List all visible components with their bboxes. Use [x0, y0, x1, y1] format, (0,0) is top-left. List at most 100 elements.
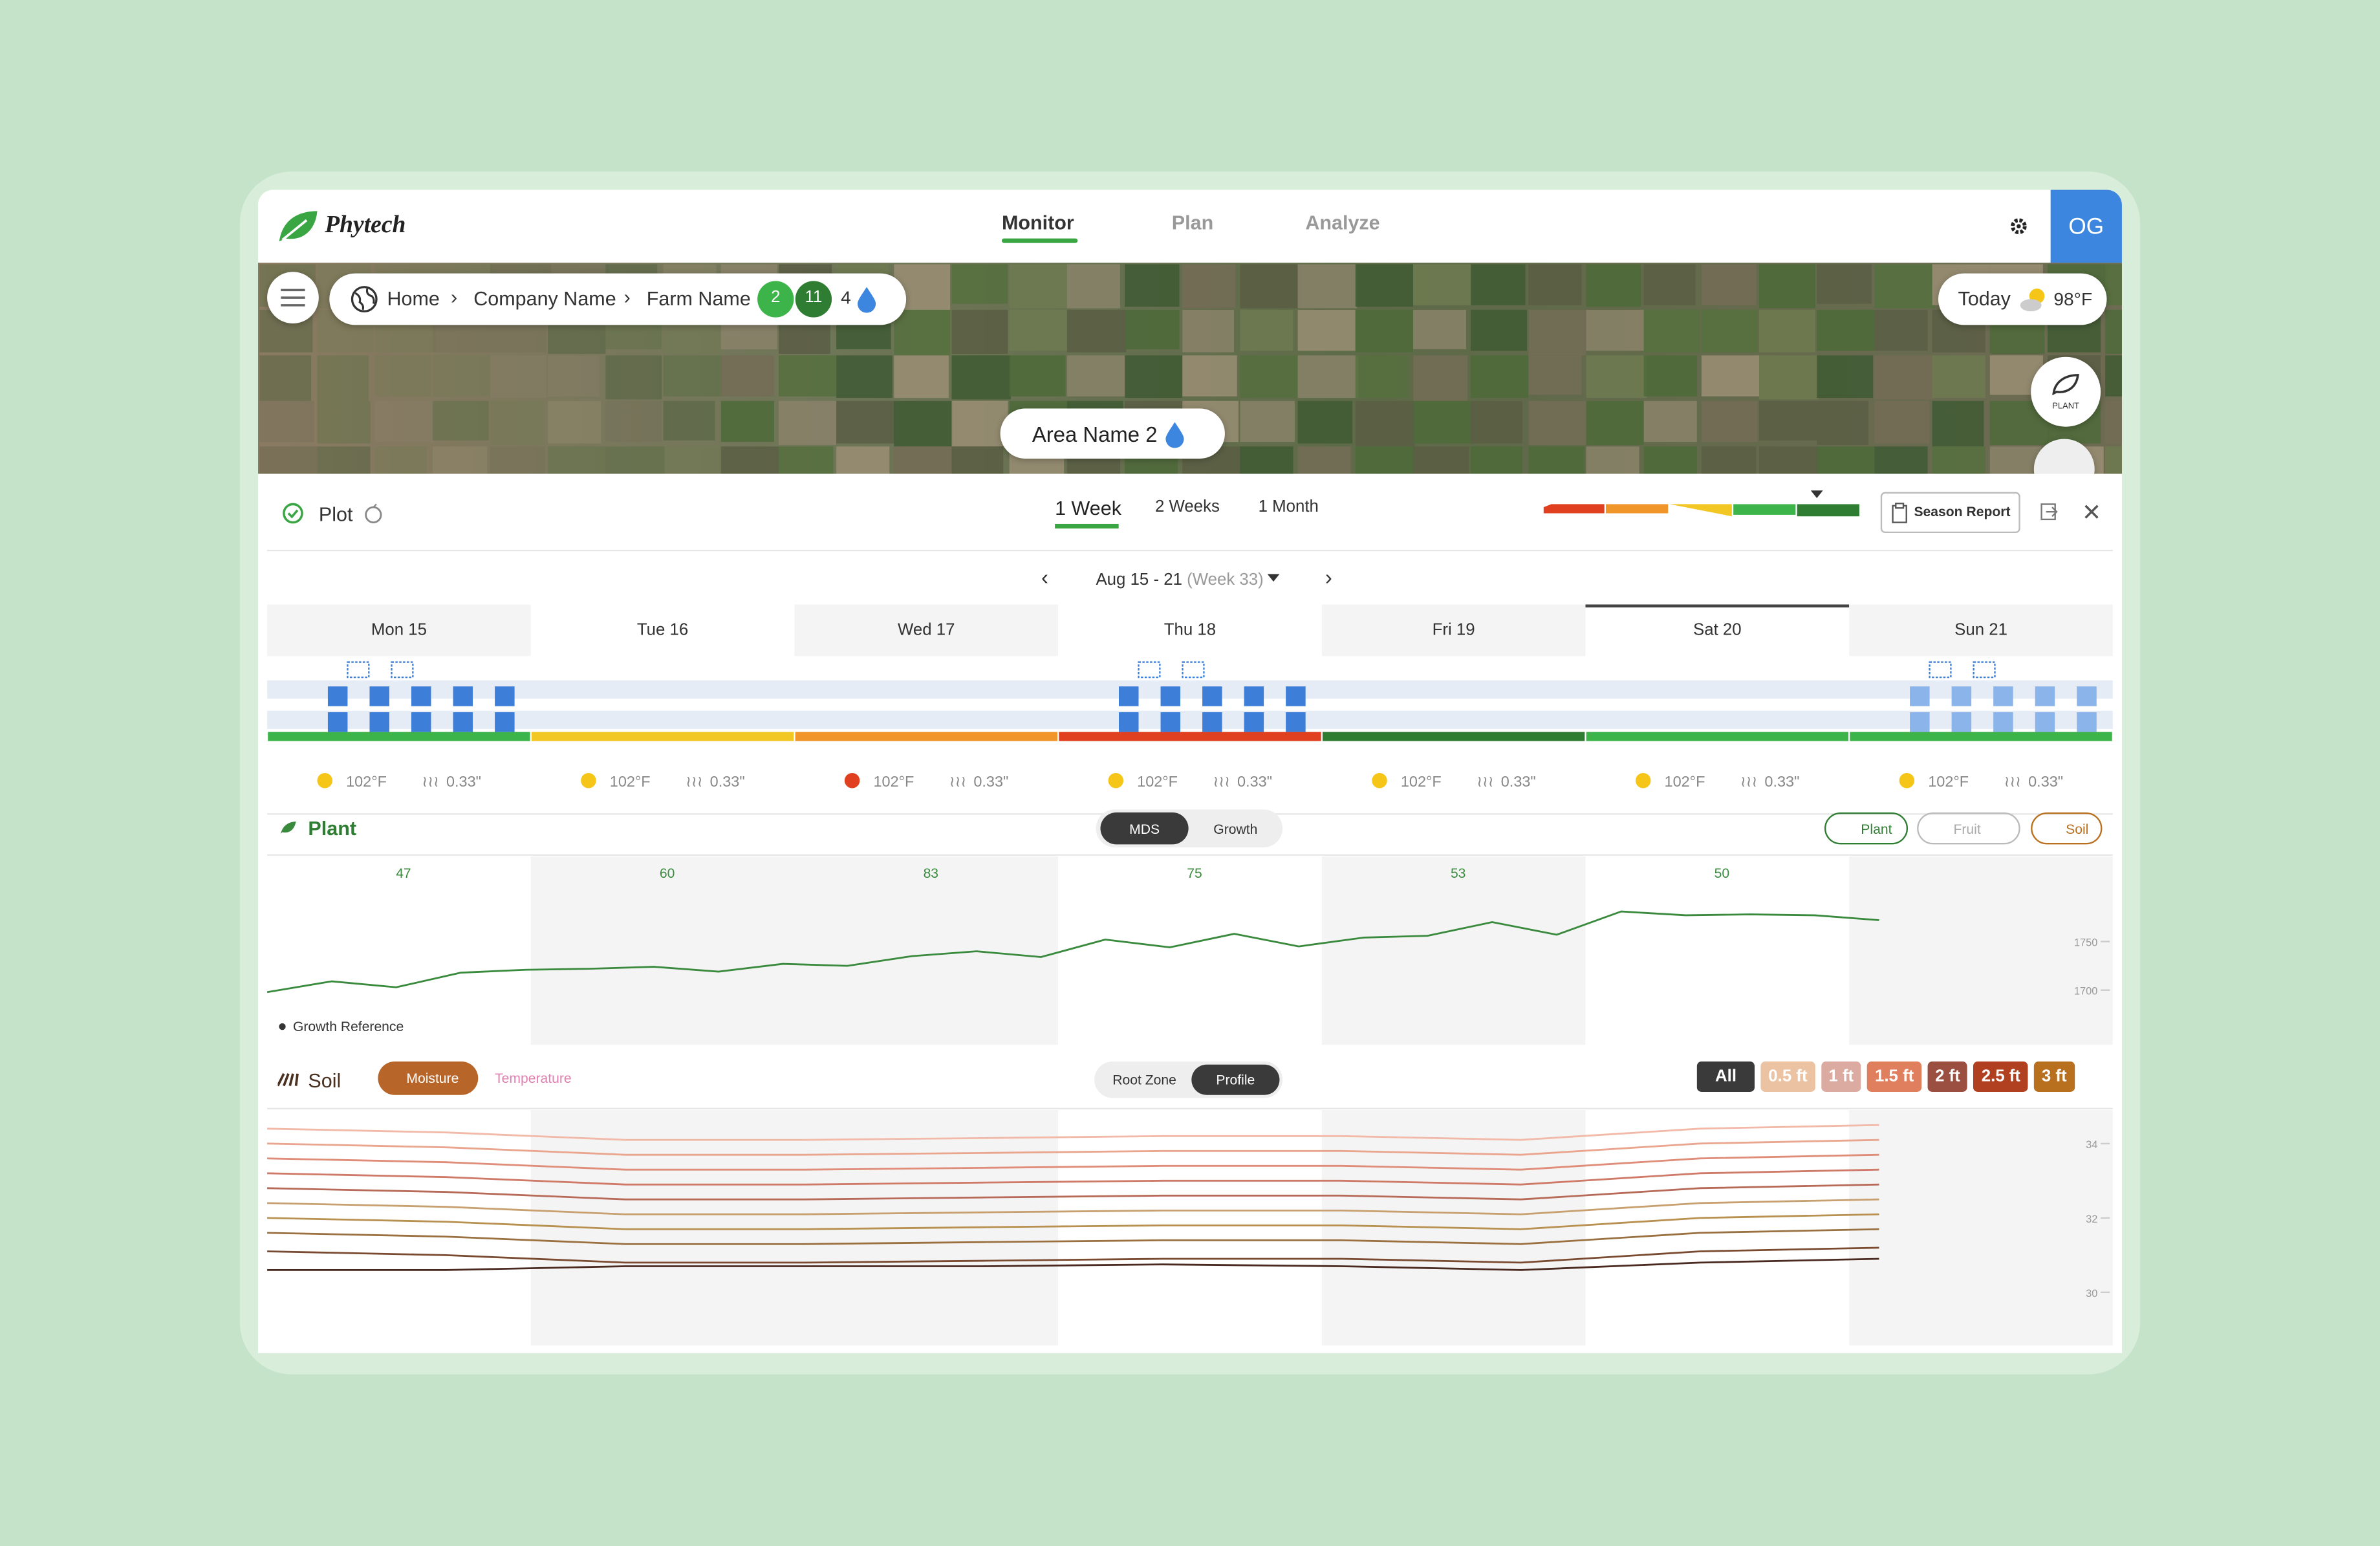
- user-avatar[interactable]: [2050, 190, 2122, 263]
- irrigation-block: [1244, 712, 1264, 732]
- data-line: [267, 1257, 1879, 1271]
- season-report-button[interactable]: [1880, 492, 2020, 534]
- day-temp: 102°F: [1665, 773, 1705, 790]
- irrigation-block: [1286, 712, 1306, 732]
- filter-label: Fruit: [1953, 822, 1981, 837]
- range-tab[interactable]: 1 Week: [1055, 496, 1121, 519]
- day-rain: 0.33": [1501, 773, 1536, 790]
- badge[interactable]: [757, 281, 794, 318]
- toggle-option[interactable]: MDS: [1129, 822, 1160, 837]
- depth-chip[interactable]: 2 ft: [1927, 1062, 1968, 1092]
- depth-chip[interactable]: All: [1696, 1062, 1755, 1092]
- map-field: [894, 309, 950, 356]
- mode-active[interactable]: [378, 1062, 479, 1095]
- nav-tab[interactable]: Plan: [1171, 211, 1214, 234]
- date-range[interactable]: Aug 15 - 21 (Week 33): [1096, 571, 1263, 589]
- next-week[interactable]: ›: [1325, 565, 1332, 589]
- day-label: Fri 19: [1433, 620, 1475, 638]
- irrigation-block: [1160, 686, 1181, 706]
- day-rain: 0.33": [973, 773, 1008, 790]
- map-field: [1586, 355, 1647, 398]
- irrigation-block: [411, 686, 431, 706]
- map-field: [951, 400, 1008, 446]
- toggle-active: [1191, 1064, 1280, 1095]
- filter-chip[interactable]: [1824, 812, 1909, 845]
- satellite-map[interactable]: [257, 263, 2122, 474]
- depth-chip[interactable]: 1 ft: [1821, 1062, 1861, 1092]
- day-label: Sun 21: [1954, 620, 2007, 638]
- toggle-option[interactable]: Growth: [1213, 822, 1258, 837]
- export-icon[interactable]: [2040, 503, 2058, 521]
- plant-layer-button[interactable]: PLANT: [2031, 356, 2101, 427]
- plant-col-bg: [1849, 856, 2113, 1045]
- irrigation-block: [453, 712, 473, 732]
- map-field: [432, 400, 488, 441]
- day-header-bg: [794, 604, 1059, 657]
- map-field: [1240, 446, 1293, 474]
- map-field: [1297, 264, 1357, 309]
- badge-text: 2: [771, 289, 781, 307]
- prev-week[interactable]: ‹: [1041, 565, 1048, 589]
- weather-icon: [317, 772, 332, 789]
- irrigation-block: [453, 686, 473, 706]
- menu-button[interactable]: [267, 272, 319, 324]
- irrigation-block: [2077, 686, 2097, 706]
- map-field: [1874, 264, 1935, 309]
- breadcrumb-item[interactable]: Home: [387, 287, 440, 310]
- irrigation-block: [1951, 712, 1972, 732]
- map-field: [1817, 355, 1874, 398]
- close-icon[interactable]: [2084, 504, 2099, 519]
- badge[interactable]: [795, 281, 832, 318]
- irrigation-block: [369, 712, 389, 732]
- map-field: [778, 446, 834, 474]
- depth-chip[interactable]: 1.5 ft: [1867, 1062, 1922, 1092]
- map-field: [2105, 446, 2122, 474]
- depth-chip[interactable]: 3 ft: [2034, 1062, 2075, 1092]
- range-tab[interactable]: 2 Weeks: [1154, 498, 1220, 517]
- toggle-option[interactable]: Profile: [1216, 1072, 1255, 1087]
- map-field: [1932, 400, 1984, 447]
- map-field: [1412, 264, 1473, 306]
- breadcrumb-item[interactable]: Farm Name: [646, 287, 751, 310]
- map-field: [548, 400, 602, 443]
- weather-icon: [844, 772, 860, 789]
- day-header-bg: [1849, 604, 2113, 657]
- weather-today[interactable]: Today 98°F: [1938, 273, 2107, 325]
- map-field: [548, 355, 600, 397]
- mode-label[interactable]: Temperature: [495, 1071, 572, 1086]
- filter-chip[interactable]: [2031, 812, 2103, 845]
- map-field: [1817, 309, 1876, 351]
- nav-tab[interactable]: Monitor: [1001, 211, 1074, 234]
- rain-icon: ≀≀≀: [2004, 773, 2021, 790]
- status-bar: [795, 732, 1057, 741]
- area-name-chip[interactable]: Area Name 2: [1000, 408, 1225, 459]
- day-header-bg: [530, 604, 795, 657]
- map-field: [1528, 446, 1586, 474]
- toggle-active: [1100, 812, 1189, 845]
- filter-chip[interactable]: [1917, 812, 2020, 845]
- soil-icon: [277, 1072, 299, 1087]
- menu-icon: [281, 289, 305, 307]
- toggle-option[interactable]: Root Zone: [1112, 1072, 1176, 1087]
- sprinkler-icon: [1973, 661, 1996, 679]
- irrigation-block: [411, 712, 431, 732]
- y-tick-label: 30: [2086, 1288, 2097, 1300]
- sprinkler-icon: [1138, 661, 1161, 679]
- irrigation-block: [1160, 712, 1181, 732]
- map-field: [836, 355, 892, 397]
- soil-col-bg: [530, 1110, 795, 1346]
- map-field: [1412, 309, 1467, 350]
- depth-chip[interactable]: 0.5 ft: [1760, 1062, 1815, 1092]
- map-field: [1989, 446, 2042, 474]
- range-tab[interactable]: 1 Month: [1258, 498, 1319, 517]
- daily-value: 60: [660, 866, 675, 881]
- depth-chip[interactable]: 2.5 ft: [1973, 1062, 2028, 1092]
- nav-tab[interactable]: Analyze: [1305, 211, 1380, 234]
- map-field: [663, 400, 716, 441]
- y-tick-label: 32: [2086, 1214, 2097, 1225]
- timeline-grid: Mon 15 102°F ≀≀≀ 0.33" Tue 16 102°F ≀≀≀ 0.33" We…: [267, 604, 2113, 1346]
- day-label: Mon 15: [371, 620, 427, 638]
- daily-value: 50: [1715, 866, 1729, 881]
- settings-icon[interactable]: [2009, 217, 2028, 235]
- breadcrumb-item[interactable]: Company Name: [473, 287, 616, 310]
